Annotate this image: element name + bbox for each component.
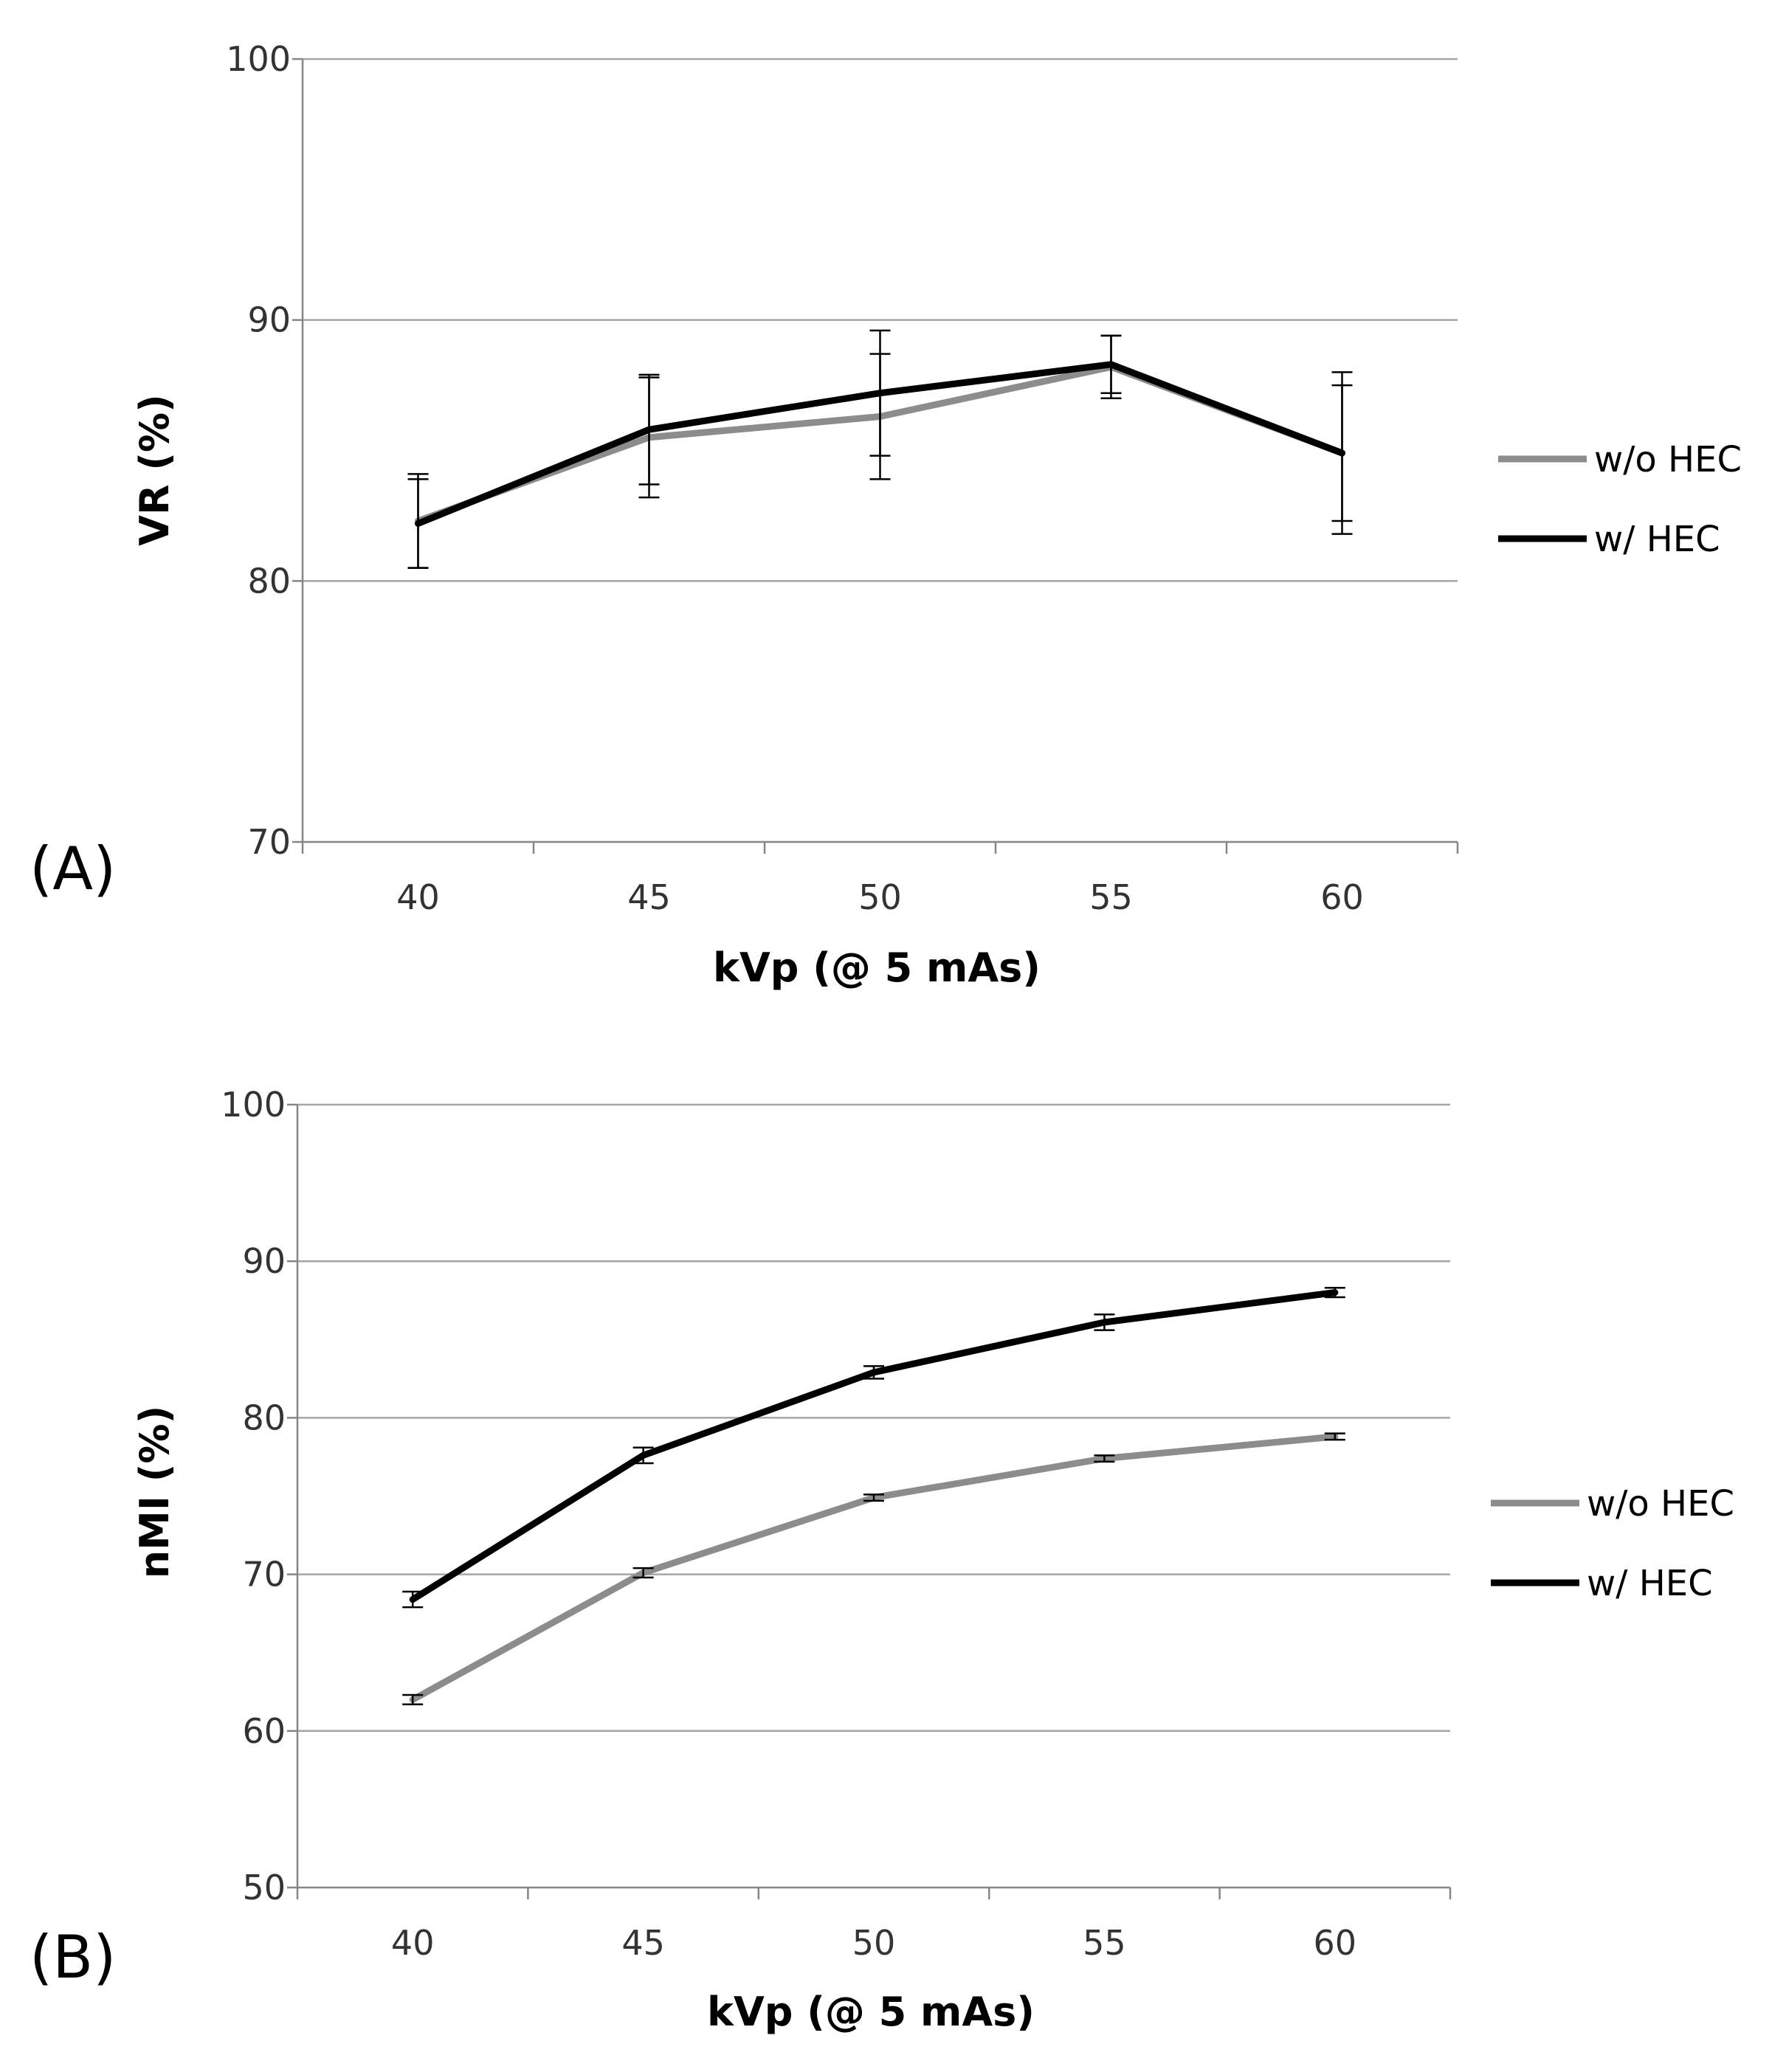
panel-a-letter: (A)	[30, 835, 116, 903]
chart-a-error-bar-w-hec-50	[869, 329, 891, 457]
panel-b-letter: (B)	[30, 1923, 116, 1992]
chart-b-y-axis-title: nMI (%)	[131, 1406, 178, 1579]
chart-b-error-bar-w-o-hec-60	[1324, 1432, 1345, 1441]
chart-b-x-tick-label-55: 55	[1083, 1923, 1126, 1963]
chart-a-x-tick-label-50: 50	[858, 877, 902, 917]
chart-a-error-bar-w-hec-55	[1100, 334, 1122, 394]
chart-b-error-bar-w-o-hec-40	[402, 1693, 424, 1705]
chart-b-y-tick-label-100: 100	[221, 1085, 286, 1125]
chart-b-series-line-w-hec	[409, 1289, 1339, 1603]
chart-b-series-line-w-o-hec	[409, 1433, 1339, 1703]
chart-b-y-tick-label-70: 70	[242, 1555, 286, 1595]
chart-a-legend: w/o HEC w/ HEC	[1498, 439, 1742, 560]
chart-a: 70 80 90 100 40 45 50 55 60 kVp (@ 5 mAs) VR (%)…	[131, 39, 1742, 991]
chart-a-y-tick-label-100: 100	[226, 39, 291, 79]
chart-b-error-bar-w-hec-40	[402, 1590, 424, 1609]
chart-b-y-tick-label-80: 80	[242, 1398, 286, 1437]
chart-b-error-bar-w-hec-45	[632, 1446, 654, 1465]
chart-b-legend-label-with-hec: w/ HEC	[1587, 1563, 1713, 1604]
chart-a-y-axis-title: VR (%)	[131, 394, 178, 546]
chart-b-error-bar-w-o-hec-45	[632, 1567, 654, 1579]
chart-a-error-bar-w-hec-40	[407, 478, 429, 569]
chart-a-x-tick-label-60: 60	[1320, 877, 1364, 917]
chart-b-error-bar-w-o-hec-50	[863, 1493, 884, 1502]
chart-b-error-bar-w-o-hec-55	[1094, 1454, 1115, 1463]
chart-b-legend-label-without-hec: w/o HEC	[1587, 1483, 1734, 1524]
chart-b-x-axis-title: kVp (@ 5 mAs)	[707, 1989, 1035, 2035]
chart-b-legend: w/o HEC w/ HEC	[1491, 1483, 1734, 1604]
chart-b-y-tick-label-50: 50	[242, 1868, 286, 1907]
chart-a-x-tick-label-45: 45	[627, 877, 671, 917]
chart-b-y-tick-label-60: 60	[242, 1711, 286, 1751]
chart-b-x-tick-label-40: 40	[391, 1923, 435, 1963]
chart-a-error-bar-w-hec-45	[638, 373, 660, 486]
chart-a-x-tick-label-55: 55	[1089, 877, 1133, 917]
chart-a-y-tick-label-90: 90	[247, 300, 291, 340]
chart-b-x-tick-label-45: 45	[621, 1923, 665, 1963]
chart-a-x-axis-title: kVp (@ 5 mAs)	[713, 945, 1041, 991]
chart-a-x-tick-label-40: 40	[396, 877, 440, 917]
chart-a-error-bar-w-hec-60	[1331, 384, 1353, 522]
chart-a-legend-label-with-hec: w/ HEC	[1594, 519, 1720, 560]
chart-a-y-tick-label-70: 70	[247, 822, 291, 862]
chart-b-y-tick-label-90: 90	[242, 1241, 286, 1281]
chart-a-legend-label-without-hec: w/o HEC	[1594, 439, 1742, 480]
chart-b-error-bar-w-hec-55	[1094, 1313, 1115, 1331]
chart-b-error-bar-w-hec-50	[863, 1365, 884, 1380]
chart-b-x-tick-label-50: 50	[852, 1923, 896, 1963]
chart-a-y-tick-label-80: 80	[247, 561, 291, 601]
chart-b-x-tick-label-60: 60	[1314, 1923, 1357, 1963]
chart-b-error-bar-w-hec-60	[1324, 1287, 1345, 1299]
chart-b: 50 60 70 80 90 100 40 45 50 55 60 kVp (@ 5 mAs) nM…	[131, 1085, 1734, 2035]
